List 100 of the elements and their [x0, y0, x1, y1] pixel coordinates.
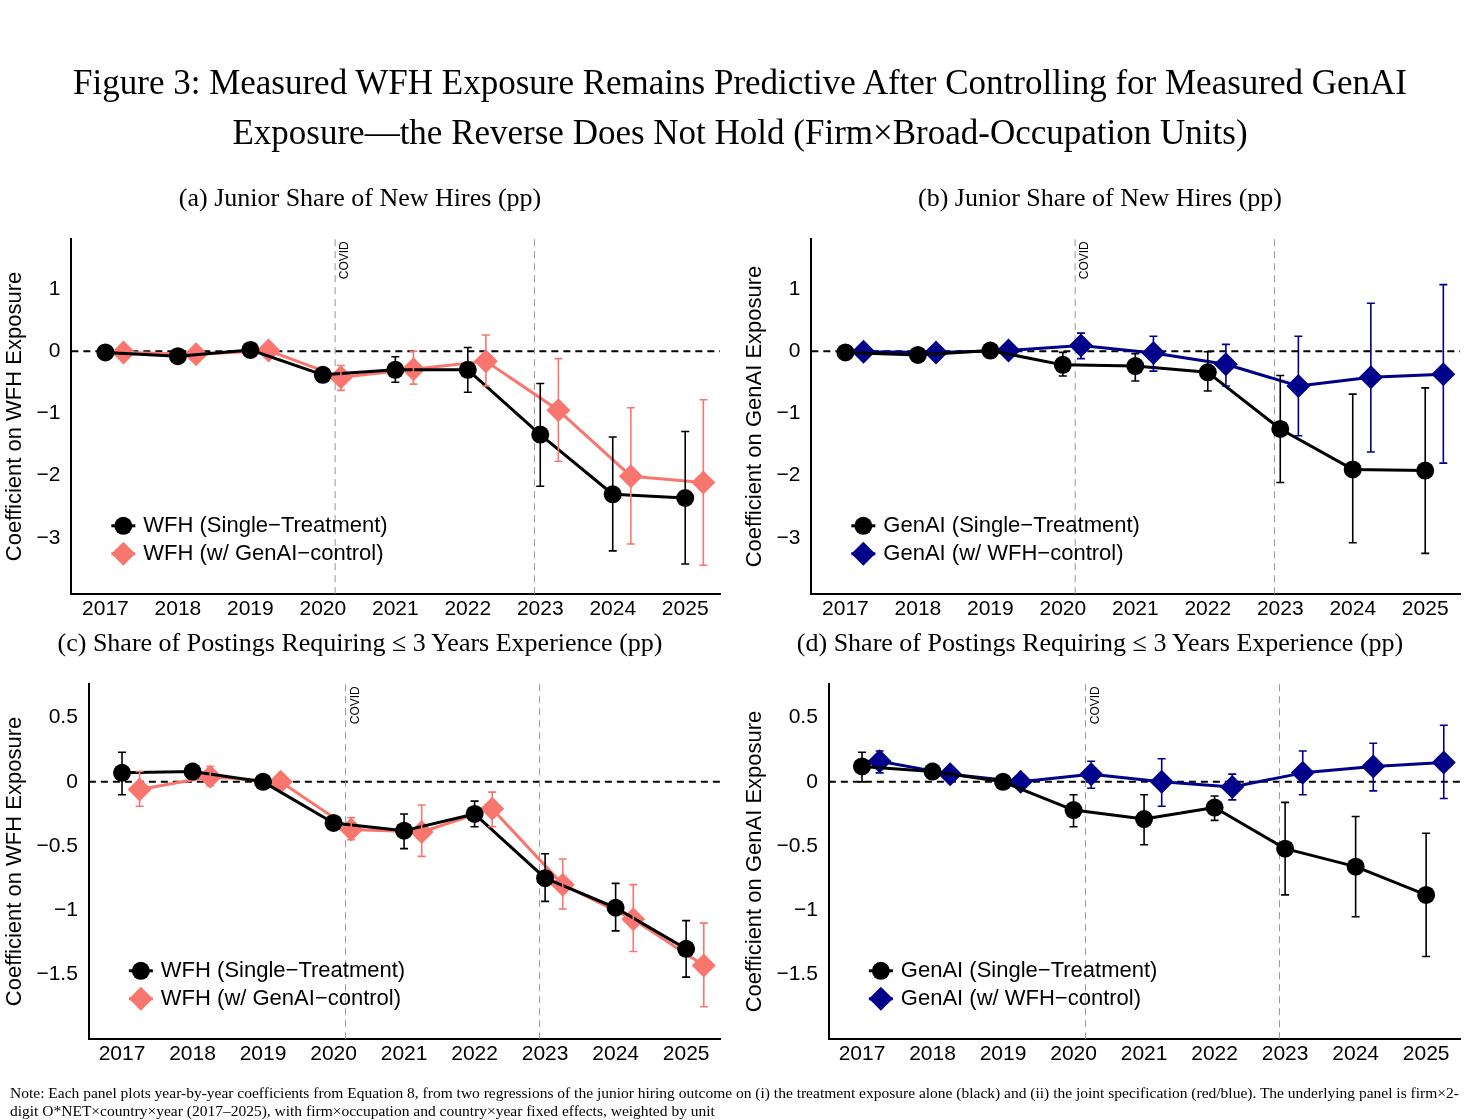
x-tick-label: 2022	[1191, 1041, 1238, 1065]
x-tick-label: 2025	[661, 596, 709, 620]
point	[254, 772, 273, 791]
x-tick-label: 2021	[1111, 596, 1159, 620]
legend-label: WFH (w/ GenAI−control)	[143, 539, 384, 565]
legend-label: GenAI (w/ WFH−control)	[883, 539, 1124, 565]
y-tick-label: 0.5	[48, 704, 78, 728]
point	[546, 398, 571, 423]
chart-title: (d) Share of Postings Requiring ≤ 3 Years Experience (pp)	[796, 628, 1404, 658]
x-tick-label: 2020	[1050, 1041, 1097, 1065]
x-tick-label: 2021	[380, 1041, 428, 1065]
x-tick-label: 2023	[1261, 1041, 1309, 1065]
ref-line-label: COVID	[347, 685, 362, 725]
x-tick-label: 2024	[589, 596, 637, 620]
point	[1064, 801, 1083, 820]
x-tick-label: 2023	[521, 1041, 569, 1065]
point	[994, 772, 1013, 791]
legend-label: WFH (Single−Treatment)	[143, 511, 388, 537]
ref-line-label: COVID	[1087, 685, 1102, 725]
y-axis-title: Coefficient on WFH Exposure	[1, 271, 27, 562]
y-tick-label: 0	[48, 337, 61, 361]
x-tick-label: 2021	[1120, 1041, 1168, 1065]
point	[1346, 857, 1365, 876]
x-tick-label: 2019	[227, 596, 274, 620]
x-tick-label: 2021	[371, 596, 419, 620]
y-tick-label: −3	[776, 524, 801, 548]
x-tick-label: 2020	[310, 1041, 357, 1065]
legend-label: WFH (Single−Treatment)	[160, 956, 406, 982]
x-tick-label: 2024	[1329, 596, 1377, 620]
y-tick-label: −2	[36, 462, 61, 486]
legend-label: GenAI (Single−Treatment)	[883, 511, 1140, 537]
y-tick-label: 1	[48, 275, 61, 299]
chart-title: (a) Junior Share of New Hires (pp)	[178, 183, 542, 213]
y-tick-label: −1	[793, 897, 818, 921]
legend-label: GenAI (Single−Treatment)	[900, 956, 1158, 982]
x-tick-label: 2017	[822, 596, 869, 620]
point	[386, 360, 405, 379]
chart-title: (c) Share of Postings Requiring ≤ 3 Years Experience (pp)	[57, 628, 663, 658]
x-tick-label: 2017	[82, 596, 129, 620]
point	[981, 341, 1000, 360]
y-tick-label: 0.5	[788, 704, 818, 728]
point	[241, 340, 260, 359]
x-tick-label: 2020	[1039, 596, 1087, 620]
x-tick-label: 2023	[1256, 596, 1304, 620]
y-tick-label: 1	[788, 275, 801, 299]
y-tick-label: 0	[806, 768, 818, 792]
point	[908, 345, 927, 364]
y-tick-label: −0.5	[776, 832, 818, 856]
point	[1205, 798, 1224, 817]
y-tick-label: −1	[53, 897, 78, 921]
y-tick-label: −3	[36, 524, 61, 548]
ref-line-label: COVID	[337, 240, 352, 280]
ref-line-label: COVID	[1077, 240, 1092, 280]
x-tick-label: 2022	[451, 1041, 498, 1065]
x-tick-label: 2019	[967, 596, 1014, 620]
y-tick-label: −1.5	[776, 961, 818, 985]
x-tick-label: 2018	[154, 596, 202, 620]
x-tick-label: 2019	[239, 1041, 287, 1065]
x-tick-label: 2018	[909, 1041, 956, 1065]
x-tick-label: 2017	[98, 1041, 146, 1065]
point	[183, 762, 202, 781]
x-tick-label: 2024	[592, 1041, 640, 1065]
y-tick-label: −1.5	[36, 961, 78, 985]
point	[691, 470, 716, 495]
point	[127, 777, 152, 802]
x-tick-label: 2017	[838, 1041, 886, 1065]
y-tick-label: −1	[36, 400, 61, 424]
y-tick-label: 0	[788, 337, 801, 361]
y-tick-label: −0.5	[36, 832, 78, 856]
point	[1286, 374, 1311, 399]
x-tick-label: 2018	[169, 1041, 216, 1065]
x-tick-label: 2025	[1402, 1041, 1450, 1065]
y-axis-title: Coefficient on WFH Exposure	[1, 716, 27, 1007]
x-tick-label: 2022	[1184, 596, 1232, 620]
y-axis-title: Coefficient on GenAI Exposure	[741, 710, 767, 1013]
point	[465, 804, 484, 823]
point	[923, 762, 942, 781]
text: Figure 3: Measured WFH Exposure Remains Predictive After Controlling for Measured GenAI Exposure—the Reverse Does Not Hold (Firm×Broad-Occupation Units)	[72, 62, 1408, 154]
y-tick-label: −2	[776, 462, 801, 486]
point	[1141, 341, 1166, 366]
legend-label: WFH (w/ GenAI−control)	[160, 984, 402, 1010]
x-tick-label: 2024	[1332, 1041, 1380, 1065]
point	[324, 813, 343, 832]
point	[168, 347, 187, 366]
y-tick-label: 0	[66, 768, 78, 792]
x-tick-label: 2020	[299, 596, 347, 620]
point	[313, 365, 332, 384]
x-tick-label: 2025	[662, 1041, 710, 1065]
legend-label: GenAI (w/ WFH−control)	[900, 984, 1142, 1010]
x-tick-label: 2023	[516, 596, 564, 620]
x-tick-label: 2025	[1401, 596, 1449, 620]
chart-title: (b) Junior Share of New Hires (pp)	[918, 183, 1282, 213]
text: Note: Each panel plots year-by-year coefficients from Equation 8, from two regressions of the junior hiring outcome on (i) the treatment exposure alone (black) and (ii) the joint specification (red/blue). The underlying panel is firm×2-digit O*NET×country×year (2017–2025), with firm×occupation and country×year fixed effects, weighted by unit	[10, 1084, 1460, 1120]
point	[606, 898, 625, 917]
point	[1431, 362, 1456, 387]
y-axis-title: Coefficient on GenAI Exposure	[741, 265, 767, 568]
point	[96, 343, 115, 362]
x-tick-label: 2022	[444, 596, 492, 620]
x-tick-label: 2019	[979, 1041, 1027, 1065]
y-tick-label: −1	[776, 400, 801, 424]
